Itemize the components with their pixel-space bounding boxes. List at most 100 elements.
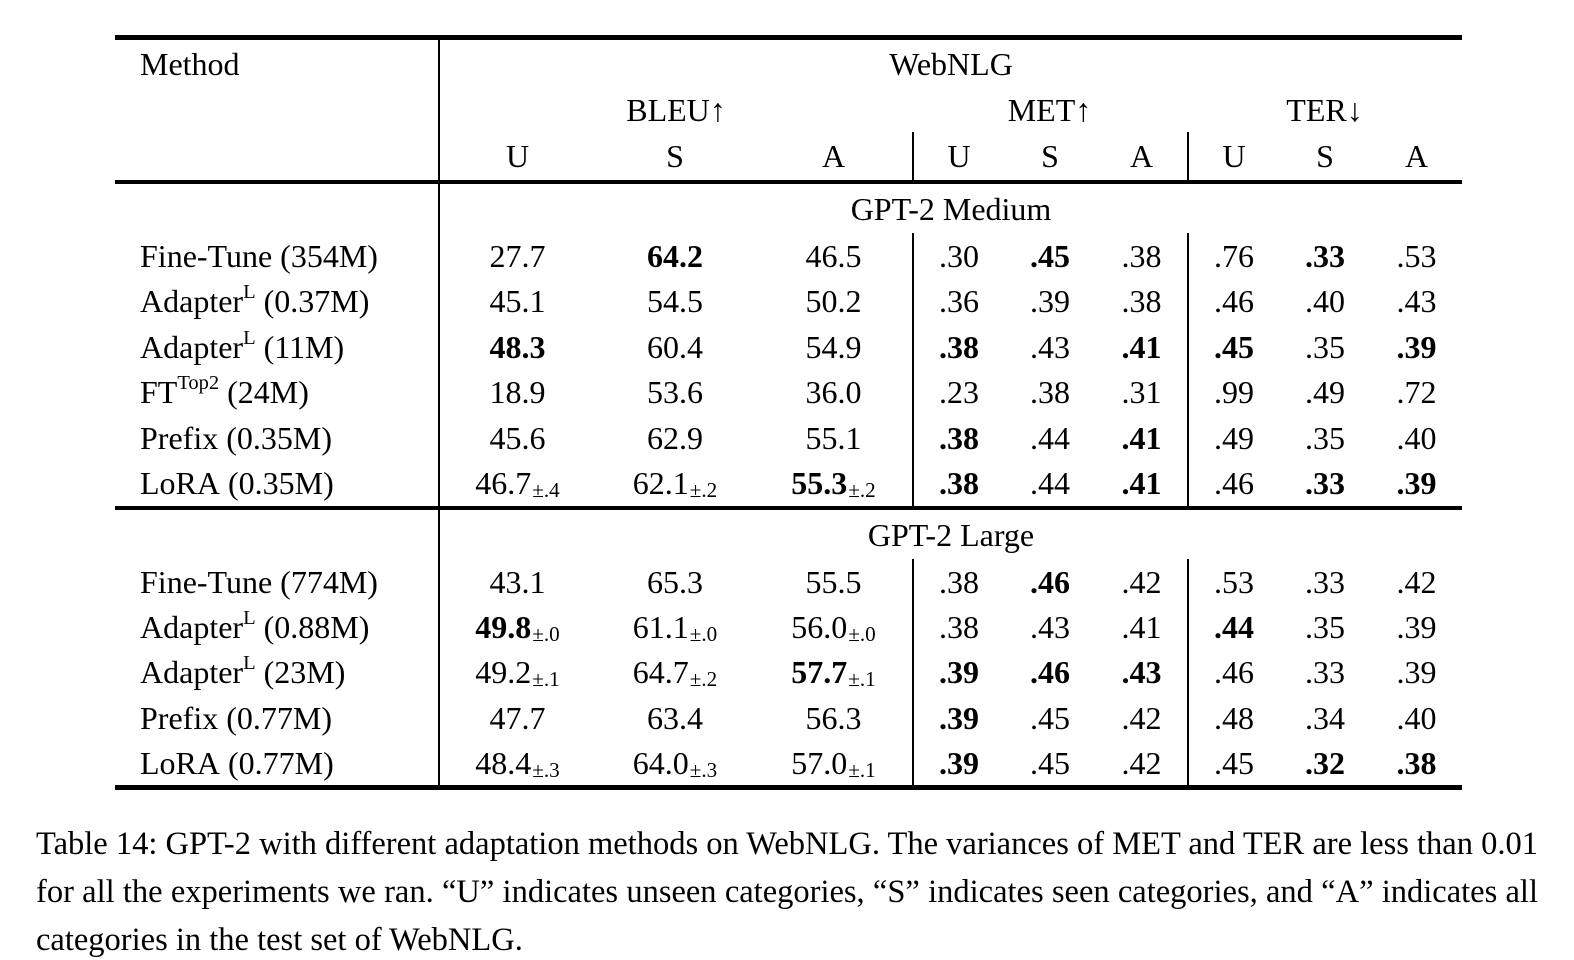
metric-header-met: MET ↑ xyxy=(912,87,1187,132)
metric-header-bleu: BLEU ↑ xyxy=(440,87,912,132)
value: 46.5 xyxy=(805,237,862,274)
section-title: GPT-2 Medium xyxy=(850,190,1052,227)
value: .45 xyxy=(1214,744,1254,781)
value-cell: .49 xyxy=(1279,370,1371,416)
arrow-up-icon: ↑ xyxy=(709,91,726,128)
value: .38 xyxy=(939,328,979,365)
value-cell: .38 xyxy=(912,604,1004,650)
value: 55.3 xyxy=(791,465,848,502)
value-cell: .42 xyxy=(1371,559,1462,604)
value: .46 xyxy=(1214,654,1254,691)
method-name: Adapter xyxy=(140,328,244,365)
value-cell: 55.3 ±.2 xyxy=(791,465,876,503)
value: .30 xyxy=(939,237,979,274)
value-cell: .30 xyxy=(912,233,1004,279)
method-header-cell: Method xyxy=(115,40,440,87)
section-title: GPT-2 Large xyxy=(867,516,1035,553)
value: 62.1 xyxy=(632,465,689,502)
value: .41 xyxy=(1121,465,1162,502)
subcol-header-a: A xyxy=(1404,138,1429,174)
method-name: FT xyxy=(140,374,178,411)
value: .39 xyxy=(1396,465,1437,502)
table-row: Adapter L (0.88M) 49.8 ±.0 61.1 ±.0 56.0 ±.0 .38.… xyxy=(115,604,1462,650)
value-cell: 46.7 ±.4 xyxy=(475,465,560,503)
value-cell: .33 xyxy=(1279,559,1371,604)
value-cell: .45 xyxy=(1004,233,1096,279)
value: .99 xyxy=(1214,374,1254,411)
value: .41 xyxy=(1121,419,1162,456)
value-cell: .46 xyxy=(1187,649,1279,695)
method-cell: LoRA (0.35M) xyxy=(115,460,440,506)
value-cell: 45.6 xyxy=(440,415,595,461)
value-cell: .45 xyxy=(1187,740,1279,786)
value: .35 xyxy=(1305,419,1345,456)
value-cell: .38 xyxy=(912,559,1004,605)
metric-label: TER xyxy=(1286,91,1347,128)
value-cell: .44 xyxy=(1187,604,1279,650)
method-name: Adapter xyxy=(140,608,244,645)
arrow-up-icon: ↑ xyxy=(1075,91,1092,128)
value-cell: .33 xyxy=(1279,650,1371,695)
value: .48 xyxy=(1214,699,1254,736)
subcol-header-u: U xyxy=(505,138,530,174)
value-cell: 49.2 ±.1 xyxy=(475,654,560,692)
metric-label: MET xyxy=(1007,91,1076,128)
value: 48.4 xyxy=(475,744,532,781)
subcol-header-a: A xyxy=(1129,138,1154,174)
value-cell: 56.0 ±.0 xyxy=(791,608,876,647)
value: .43 xyxy=(1030,328,1070,365)
method-params: (11M) xyxy=(263,328,345,365)
method-params: (24M) xyxy=(227,374,309,411)
arrow-down-icon: ↓ xyxy=(1346,91,1363,128)
method-name: Adapter xyxy=(140,283,244,320)
value-cell: .72 xyxy=(1371,370,1462,416)
value-cell: .46 xyxy=(1187,460,1279,506)
value-cell: .53 xyxy=(1187,559,1279,605)
method-params: (0.77M) xyxy=(226,699,332,736)
value: 54.9 xyxy=(805,328,862,365)
value: .72 xyxy=(1396,374,1437,411)
value: 65.3 xyxy=(647,563,703,600)
metric-header-ter: TER ↓ xyxy=(1187,87,1462,132)
value: .32 xyxy=(1305,744,1345,781)
value-cell: .43 xyxy=(1004,604,1096,649)
value-cell: .49 xyxy=(1187,415,1279,461)
table-row: Prefix (0.77M) 47.7 63.4 56.3 .39 .45 .42 .48 .34… xyxy=(115,694,1462,741)
value-cell: 60.4 xyxy=(595,324,755,370)
value: .39 xyxy=(1396,608,1437,645)
value: 27.7 xyxy=(489,237,546,274)
value: .42 xyxy=(1121,563,1162,600)
value-cell: .38 xyxy=(912,460,1004,506)
value: .41 xyxy=(1121,608,1162,645)
value: .43 xyxy=(1396,283,1437,320)
subcol-header-s: S xyxy=(666,138,684,174)
method-params: (0.88M) xyxy=(263,608,370,645)
value: .39 xyxy=(939,744,979,781)
value: 55.5 xyxy=(805,563,862,600)
value: 36.0 xyxy=(805,374,862,411)
value-cell: 62.9 xyxy=(595,415,755,461)
value-cell: 56.3 xyxy=(755,695,912,740)
value-cell: .99 xyxy=(1187,369,1279,415)
value: 53.6 xyxy=(647,374,703,411)
value: .39 xyxy=(939,699,979,736)
value: 60.4 xyxy=(647,328,703,365)
method-params: (0.37M) xyxy=(263,283,370,320)
section-title-row: GPT-2 Medium xyxy=(115,184,1462,233)
value-cell: 57.0 ±.1 xyxy=(791,744,876,783)
value-cell: 43.1 xyxy=(440,559,595,604)
value-cell: .33 xyxy=(1279,233,1371,279)
value-cell: .44 xyxy=(1004,415,1096,461)
value-cell: .45 xyxy=(1004,695,1096,740)
value: .38 xyxy=(1121,283,1162,320)
value-cell: 49.8 ±.0 xyxy=(475,608,560,647)
section-title-cell: GPT-2 Medium xyxy=(440,184,1462,233)
method-params: (0.35M) xyxy=(228,465,334,502)
value-cell: .39 xyxy=(912,740,1004,786)
method-name: Prefix xyxy=(140,419,219,456)
header-row-group: Method WebNLG xyxy=(115,40,1462,87)
value-cell: .45 xyxy=(1004,740,1096,785)
value-cell: .41 xyxy=(1096,415,1187,461)
value: 61.1 xyxy=(632,608,689,645)
method-name: LoRA xyxy=(140,465,220,502)
